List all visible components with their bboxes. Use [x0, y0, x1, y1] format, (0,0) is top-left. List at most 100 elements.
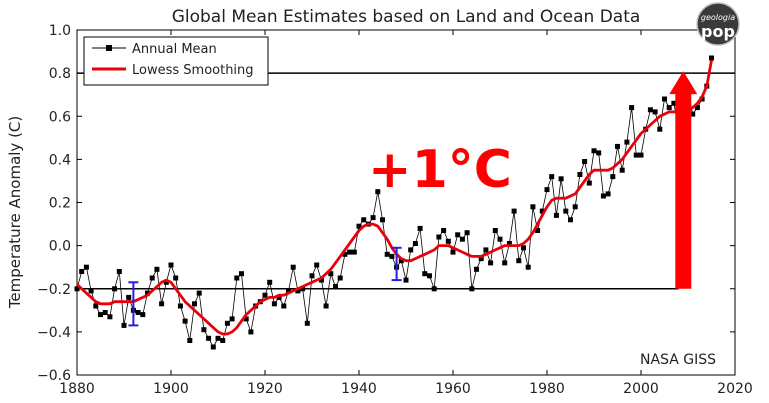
annual-mean-point	[535, 228, 541, 233]
annual-mean-point	[427, 273, 432, 279]
annual-mean-point	[657, 126, 663, 132]
legend: Annual Mean Lowess Smoothing	[83, 36, 269, 86]
annual-mean-point	[295, 288, 301, 294]
annual-mean-point	[539, 208, 545, 214]
x-tick-label: 1940	[341, 381, 377, 397]
annual-mean-point	[281, 303, 287, 309]
annual-mean-point	[474, 266, 479, 272]
y-tick-label: −0.2	[37, 282, 71, 298]
annual-mean-point	[210, 344, 216, 350]
error-bars	[128, 246, 402, 327]
annual-mean-point	[107, 314, 113, 320]
legend-lowess-label: Lowess Smoothing	[132, 63, 254, 78]
x-tick-label: 2020	[717, 381, 753, 397]
logo-ring	[696, 2, 740, 46]
annual-mean-point	[521, 245, 526, 251]
annual-mean-point	[619, 167, 625, 173]
annual-mean-point	[215, 335, 221, 341]
annual-mean-point	[600, 193, 606, 199]
annual-mean-point	[342, 251, 348, 257]
y-tick-label: −0.6	[37, 368, 71, 384]
annual-mean-point	[121, 322, 127, 328]
warming-arrow	[669, 71, 698, 289]
annual-mean-point	[234, 275, 240, 281]
annual-mean-point	[243, 316, 249, 322]
annual-mean-point	[450, 249, 456, 255]
annual-mean-point	[586, 180, 592, 186]
annual-mean-point	[568, 217, 573, 223]
annual-mean-point	[140, 312, 146, 318]
annual-mean-point	[596, 150, 602, 156]
annual-mean-point	[455, 232, 461, 238]
annual-mean-point	[135, 310, 141, 315]
annual-mean-point	[88, 288, 94, 294]
annual-mean-point	[333, 284, 338, 290]
x-tick-label: 2000	[623, 381, 659, 397]
annual-mean-point	[666, 105, 672, 111]
annual-mean-point	[577, 172, 583, 177]
annual-mean-point	[525, 264, 531, 270]
annual-mean-point	[605, 191, 611, 197]
annual-mean-point	[93, 303, 99, 309]
lowess-line	[76, 59, 713, 336]
annual-mean-point	[469, 286, 475, 292]
annual-mean-point	[671, 100, 677, 106]
annual-mean-point	[610, 174, 616, 180]
annual-mean-point	[98, 312, 103, 318]
annual-mean-point	[206, 335, 212, 341]
y-tick-label: 0.6	[49, 109, 71, 125]
annual-mean-point	[544, 187, 550, 193]
annual-mean-point	[149, 275, 155, 281]
annual-mean-point	[694, 105, 700, 111]
annual-mean-point	[549, 174, 555, 180]
annual-mean-point	[182, 318, 188, 324]
annual-mean-point	[647, 107, 653, 113]
annual-mean-point	[239, 271, 244, 277]
annual-mean-point	[516, 258, 522, 264]
annual-mean-point	[286, 288, 291, 294]
annual-mean-point	[187, 338, 193, 343]
annual-mean-point	[102, 310, 108, 315]
annual-mean-point	[126, 294, 132, 300]
y-tick-label: 0.0	[49, 239, 71, 255]
annual-mean-point	[572, 204, 578, 210]
annual-mean-point	[177, 303, 183, 309]
axes: 1880 1900 1920 1940 1960 1980 2000 2020 −0.6 −0.4…	[37, 23, 753, 397]
chart-title-group: Global Mean Estimates based on Land and …	[172, 7, 641, 27]
annual-mean-point	[201, 327, 207, 333]
annual-mean-point	[417, 225, 423, 231]
annual-mean-point	[328, 271, 334, 277]
annual-mean-point	[483, 247, 489, 253]
annual-mean-point	[370, 215, 376, 221]
annual-mean-point	[196, 290, 202, 296]
annual-mean-point	[633, 152, 639, 158]
annual-mean-point	[271, 301, 277, 307]
y-tick-label: 0.2	[49, 196, 71, 212]
annual-mean-point	[624, 139, 630, 145]
arrow-head	[669, 71, 698, 95]
legend-annual-marker	[106, 45, 112, 51]
logo-text-bottom: pop	[701, 22, 735, 41]
annual-mean-point	[530, 204, 536, 210]
annual-mean-point	[464, 230, 470, 236]
annual-mean-point	[304, 320, 310, 326]
legend-box	[83, 36, 269, 86]
annual-mean-point	[173, 275, 179, 281]
annual-mean-point	[300, 286, 306, 292]
annual-mean-point	[638, 152, 644, 158]
annual-mean-point	[309, 273, 315, 279]
logo-text-top: geologia	[701, 13, 735, 22]
x-tick-label: 1980	[529, 381, 565, 397]
x-tick-label: 1960	[435, 381, 471, 397]
annual-mean-point	[497, 236, 503, 242]
annual-mean-point	[436, 234, 442, 240]
annual-mean-point	[337, 275, 343, 281]
annual-mean-point	[168, 262, 174, 268]
annual-mean-point	[314, 262, 320, 268]
annual-mean-point	[380, 217, 385, 223]
arrow-shaft	[675, 93, 692, 289]
annual-mean-point	[323, 303, 329, 309]
annual-mean-point	[159, 301, 165, 307]
annual-mean-point	[276, 294, 282, 300]
annual-mean-point	[709, 55, 714, 61]
